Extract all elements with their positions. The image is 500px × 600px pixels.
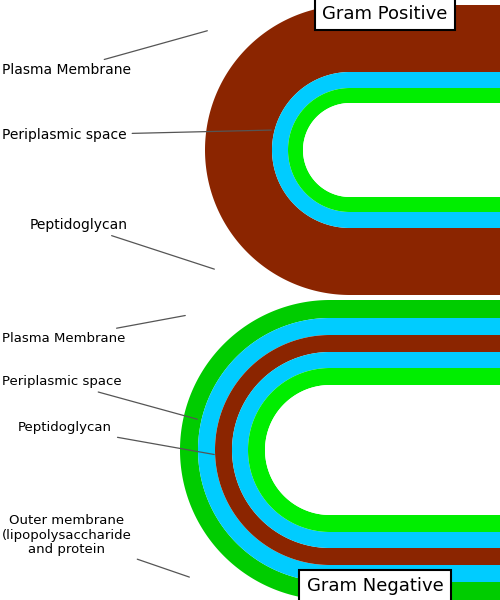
- Text: Plasma Membrane: Plasma Membrane: [2, 31, 208, 77]
- Polygon shape: [303, 103, 500, 197]
- Polygon shape: [198, 318, 500, 582]
- Text: Plasma Membrane: Plasma Membrane: [2, 316, 186, 344]
- Polygon shape: [248, 368, 500, 532]
- Polygon shape: [215, 335, 500, 565]
- Polygon shape: [272, 72, 500, 228]
- Text: Gram Negative: Gram Negative: [306, 577, 444, 595]
- Polygon shape: [288, 88, 500, 212]
- Text: Peptidoglycan: Peptidoglycan: [18, 421, 214, 455]
- Polygon shape: [180, 300, 500, 600]
- Text: Gram Positive: Gram Positive: [322, 5, 448, 23]
- Text: Peptidoglycan: Peptidoglycan: [30, 218, 214, 269]
- Polygon shape: [205, 5, 500, 295]
- Text: Periplasmic space: Periplasmic space: [2, 128, 271, 142]
- Polygon shape: [232, 352, 500, 548]
- Text: Outer membrane
(lipopolysaccharide
and protein: Outer membrane (lipopolysaccharide and p…: [2, 514, 190, 577]
- Text: Periplasmic space: Periplasmic space: [2, 376, 198, 419]
- Polygon shape: [265, 385, 500, 515]
